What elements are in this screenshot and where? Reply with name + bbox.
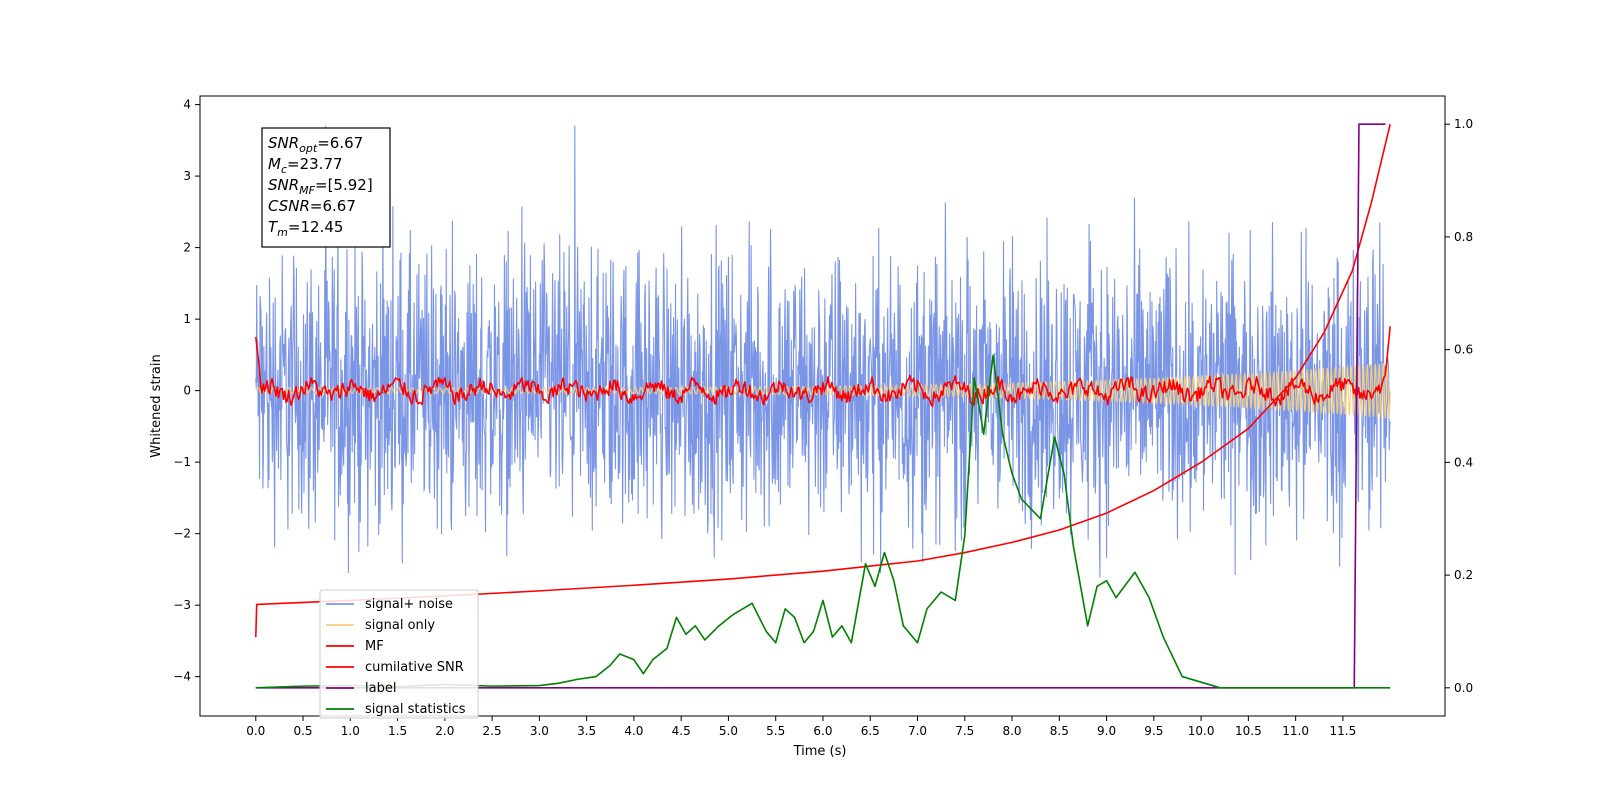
x-tick-label: 4.0: [624, 724, 643, 738]
x-tick-label: 1.5: [388, 724, 407, 738]
y-tick-label: −1: [173, 455, 191, 469]
series-mf: [254, 326, 1391, 408]
y-tick-label: 0: [183, 384, 191, 398]
x-axis: 0.0 0.5 1.0 1.5 2.0 2.5 3.0 3.5 4.0 4.5 5.0 5.5 6.0 6…: [246, 716, 1356, 738]
annotation-frame: [261, 127, 391, 248]
x-tick-label: 2.5: [483, 724, 502, 738]
annotation-line: CSNR=6.67: [268, 197, 356, 215]
x-tick-label: 9.5: [1144, 724, 1163, 738]
y-tick-label: −4: [173, 670, 191, 684]
legend-label: cumilative SNR: [365, 660, 464, 675]
x-tick-label: 11.5: [1330, 724, 1357, 738]
x-tick-label: 2.0: [435, 724, 454, 738]
y-tick-label: −3: [173, 598, 191, 612]
y2-tick-label: 0.8: [1454, 230, 1473, 244]
x-tick-label: 3.0: [530, 724, 549, 738]
annotation-line: SNRopt=6.67: [268, 134, 363, 155]
series-label: [255, 123, 1386, 689]
x-tick-label: 5.0: [719, 724, 738, 738]
x-tick-label: 0.0: [246, 724, 265, 738]
x-tick-label: 3.5: [577, 724, 596, 738]
legend-label: signal+ noise: [365, 597, 453, 612]
x-tick-label: 6.5: [861, 724, 880, 738]
x-tick-label: 9.0: [1097, 724, 1116, 738]
y2-tick-label: 1.0: [1454, 117, 1473, 131]
x-tick-label: 5.5: [766, 724, 785, 738]
y2-tick-label: 0.6: [1454, 343, 1473, 357]
legend-label: signal only: [365, 618, 435, 633]
x-tick-label: 4.5: [672, 724, 691, 738]
y2-tick-label: 0.0: [1454, 681, 1473, 695]
legend-frame: [319, 589, 479, 719]
x-tick-label: 11.0: [1282, 724, 1309, 738]
series-signal-statistics: [255, 354, 1391, 689]
annotation-box: SNRopt=6.67Mc=23.77SNRMF=[5.92]CSNR=6.67…: [261, 127, 391, 248]
x-tick-label: 10.5: [1235, 724, 1262, 738]
x-tick-label: 7.0: [908, 724, 927, 738]
y-tick-label: 1: [183, 312, 191, 326]
y2-tick-label: 0.2: [1454, 568, 1473, 582]
y-axis-label: Whitened strain: [149, 354, 164, 457]
x-tick-label: 6.0: [813, 724, 832, 738]
x-tick-label: 8.0: [1002, 724, 1021, 738]
y-axis-left: −4 −3 −2 −1 0 1 2 3 4: [173, 98, 200, 684]
y-axis-right: 0.0 0.2 0.4 0.6 0.8 1.0: [1445, 117, 1473, 695]
legend-label: label: [365, 681, 396, 696]
legend-label: MF: [365, 639, 384, 654]
annotation-line: Mc=23.77: [268, 155, 343, 176]
x-axis-label: Time (s): [793, 744, 847, 759]
annotation-line: Tm=12.45: [268, 218, 343, 239]
x-tick-label: 1.0: [341, 724, 360, 738]
y-tick-label: 3: [183, 169, 191, 183]
x-tick-label: 0.5: [293, 724, 312, 738]
y-tick-label: 2: [183, 241, 191, 255]
x-tick-label: 10.0: [1188, 724, 1215, 738]
x-tick-label: 7.5: [955, 724, 974, 738]
y-tick-label: −2: [173, 527, 191, 541]
y-tick-label: 4: [183, 98, 191, 112]
legend-label: signal statistics: [365, 702, 466, 717]
y2-tick-label: 0.4: [1454, 455, 1473, 469]
annotation-line: SNRMF=[5.92]: [268, 176, 373, 197]
x-tick-label: 8.5: [1050, 724, 1069, 738]
legend: signal+ noise signal only MF cumilative SNR…: [319, 589, 479, 719]
